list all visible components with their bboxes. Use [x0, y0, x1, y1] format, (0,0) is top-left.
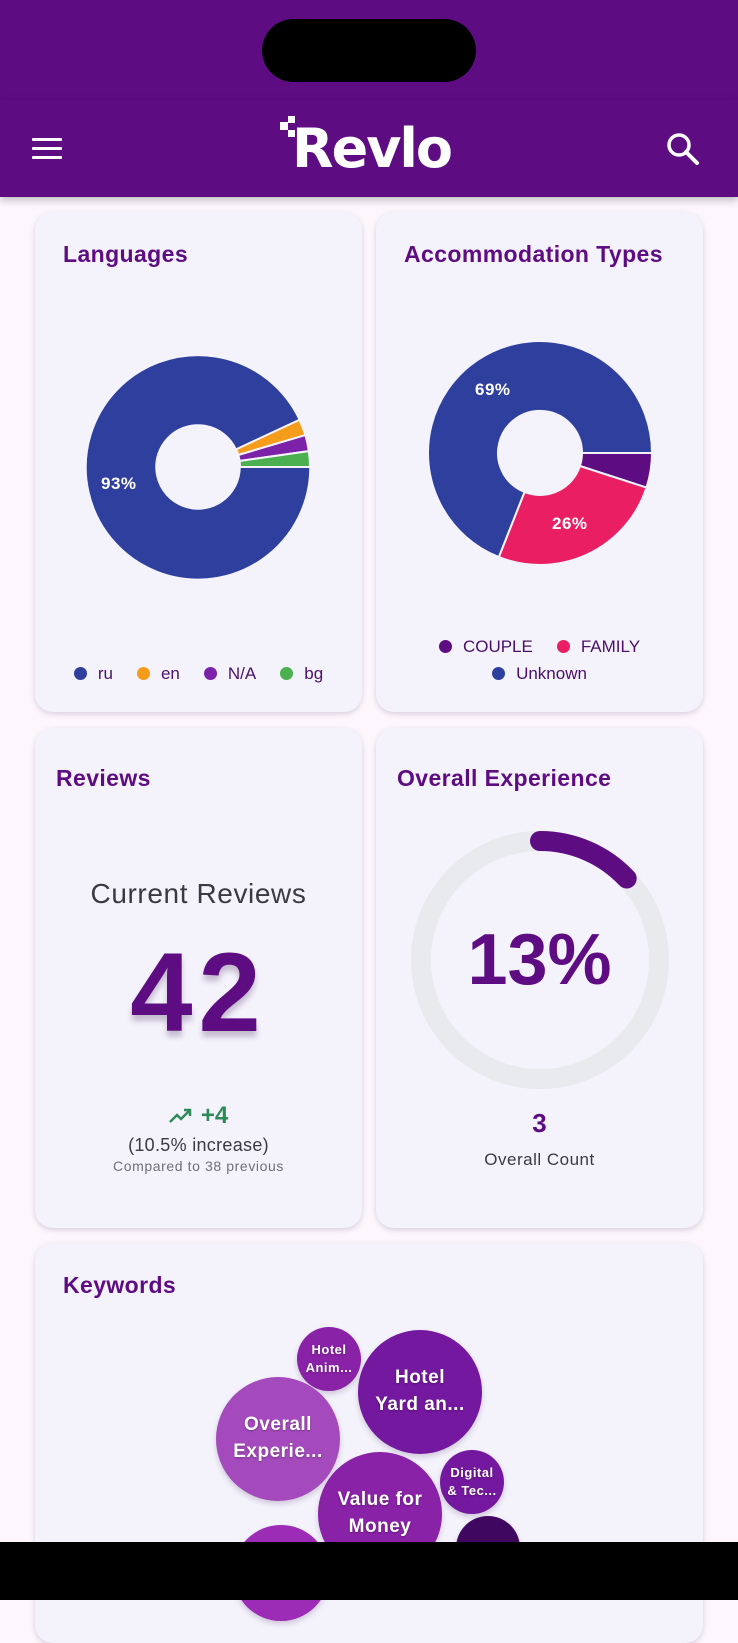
- legend-item-bg[interactable]: bg: [280, 660, 323, 687]
- menu-button[interactable]: [30, 134, 66, 164]
- overall-count-value: 3: [532, 1108, 547, 1138]
- languages-legend: ru en N/A bg: [35, 660, 362, 687]
- keyword-bubble-overall-experience[interactable]: Overall Experie...: [216, 1377, 340, 1501]
- app-bar: Revlo: [0, 100, 738, 197]
- system-navigation-bar: [0, 1542, 738, 1600]
- keywords-title: Keywords: [63, 1272, 177, 1298]
- languages-ru-percent: 93%: [101, 474, 137, 493]
- current-reviews-count: 42: [130, 930, 267, 1055]
- reviews-delta-row: +4: [35, 1102, 362, 1130]
- legend-item-en[interactable]: en: [136, 660, 180, 687]
- slice-ru: [85, 354, 311, 581]
- legend-item-na[interactable]: N/A: [203, 660, 256, 687]
- logo-text: Revlo: [292, 117, 453, 180]
- overall-experience-progress-ring: [411, 831, 669, 1089]
- reviews-title: Reviews: [56, 765, 151, 791]
- overall-count-label: Overall Count: [484, 1150, 595, 1169]
- legend-item-family[interactable]: FAMILY: [556, 633, 640, 660]
- trending-up-icon: [168, 1108, 192, 1123]
- legend-item-unknown[interactable]: Unknown: [492, 660, 587, 687]
- app-logo: Revlo: [280, 116, 460, 180]
- overall-experience-card: Overall Experience 13% 3 Overall Count: [376, 728, 703, 1228]
- accommodation-legend: COUPLE FAMILY Unknown: [406, 633, 673, 687]
- reviews-increase-text: (10.5% increase): [128, 1135, 269, 1155]
- accommodation-unknown-percent: 69%: [475, 380, 511, 399]
- accommodation-types-card: Accommodation Types 69% 26% COUPLE FAMIL…: [376, 212, 703, 712]
- keyword-bubble-hotel-yard[interactable]: Hotel Yard an...: [358, 1330, 482, 1454]
- accommodation-family-percent: 26%: [552, 514, 588, 533]
- search-button[interactable]: [664, 130, 702, 168]
- reviews-delta: +4: [200, 1102, 229, 1129]
- overall-experience-title: Overall Experience: [397, 765, 612, 791]
- accommodation-donut-chart: [427, 339, 654, 566]
- search-icon: [667, 133, 699, 165]
- legend-item-couple[interactable]: COUPLE: [438, 633, 533, 660]
- reviews-compare-text: Compared to 38 previous: [113, 1158, 284, 1174]
- slice-unknown: [427, 339, 654, 559]
- slice-bg: [238, 449, 312, 468]
- keyword-bubble-digital-tech[interactable]: Digital & Tec...: [440, 1450, 504, 1514]
- languages-card: Languages 93% ru en N/A bg: [35, 212, 362, 712]
- keyword-bubble-hotel-animation[interactable]: Hotel Anim...: [297, 1327, 361, 1391]
- slice-family: [497, 464, 648, 566]
- overall-experience-percent: 13%: [467, 920, 612, 1000]
- accommodation-title: Accommodation Types: [404, 241, 663, 267]
- languages-donut-chart: [85, 354, 312, 581]
- status-bar: [0, 0, 738, 100]
- legend-item-ru[interactable]: ru: [73, 660, 113, 687]
- current-reviews-label: Current Reviews: [90, 878, 307, 909]
- camera-cutout: [262, 19, 476, 82]
- reviews-card: Reviews Current Reviews 42 +4 (10.5% inc…: [35, 728, 362, 1228]
- languages-title: Languages: [63, 241, 189, 267]
